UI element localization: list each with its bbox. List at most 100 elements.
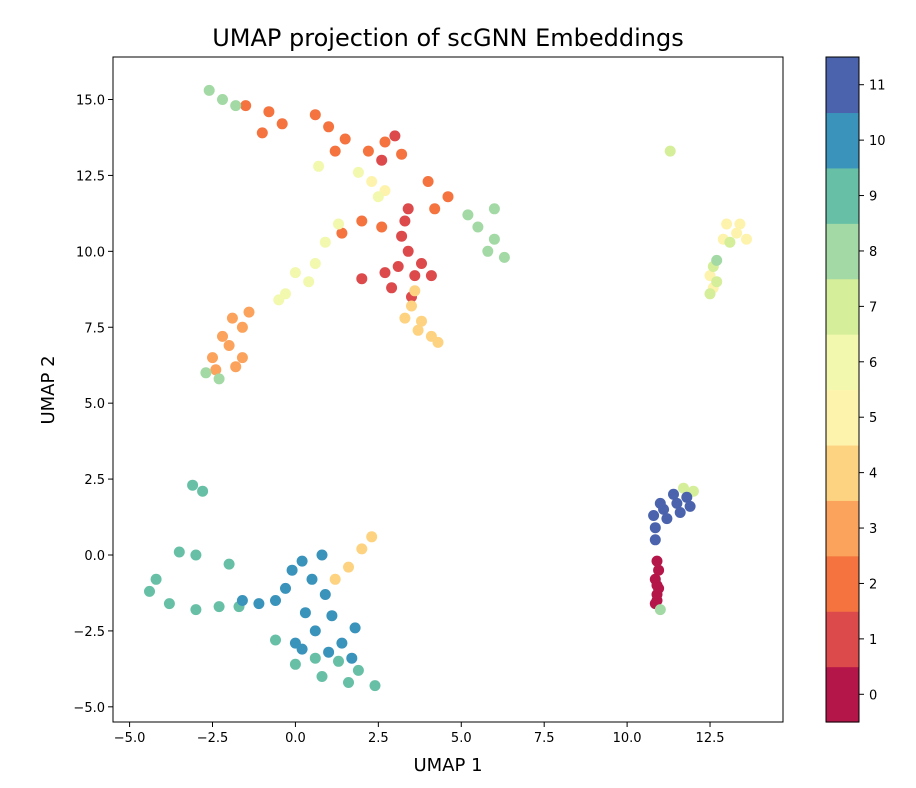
scatter-point-cluster-7: [678, 482, 689, 494]
y-tick-label: 0.0: [84, 549, 105, 564]
scatter-point-cluster-1: [376, 154, 388, 166]
scatter-point-cluster-9: [163, 598, 175, 610]
colorbar-tick-label: 7: [869, 300, 877, 315]
scatter-point-cluster-0: [651, 555, 663, 567]
scatter-point-cluster-3: [226, 312, 238, 324]
scatter-point-cluster-11: [681, 491, 693, 503]
scatter-point-cluster-5: [741, 233, 752, 245]
y-axis: −5.0 −2.5 0.0 2.5 5.0 7.5 10.0 12.5 15.0: [73, 94, 113, 716]
colorbar-segment-2: [826, 555, 859, 612]
scatter-point-cluster-2: [276, 118, 288, 130]
scatter-point-cluster-8: [711, 254, 723, 266]
x-axis: −5.0 −2.5 0.0 2.5 5.0 7.5 10.0 12.5: [114, 722, 725, 746]
colorbar-frame: [825, 56, 860, 723]
scatter-point-cluster-9: [289, 658, 301, 670]
scatter-point-cluster-4: [432, 336, 444, 348]
scatter-point-cluster-1: [396, 230, 408, 242]
colorbar-tick-label: 6: [869, 356, 877, 371]
scatter-point-cluster-2: [336, 227, 348, 239]
x-tick-label: 7.5: [534, 731, 555, 746]
y-axis-label: UMAP 2: [38, 355, 59, 424]
scatter-point-cluster-6: [313, 160, 325, 172]
scatter-point-cluster-2: [339, 133, 351, 145]
scatter-point-cluster-10: [323, 646, 335, 658]
scatter-point-cluster-2: [442, 191, 454, 203]
scatter-point-cluster-10: [299, 607, 311, 619]
scatter-point-cluster-9: [343, 677, 354, 688]
scatter-point-cluster-10: [316, 549, 328, 561]
scatter-point-cluster-8: [217, 94, 228, 105]
colorbar-tick-label: 5: [869, 411, 877, 426]
scatter-point-cluster-9: [270, 634, 281, 646]
scatter-point-cluster-1: [399, 215, 411, 227]
scatter-point-cluster-2: [379, 136, 391, 148]
scatter-point-cluster-6: [352, 166, 364, 178]
scatter-point-cluster-6: [273, 294, 285, 306]
colorbar: 0 1 2 3 4 5 6 7 8 9 10 11: [825, 56, 886, 723]
scatter-point-cluster-11: [684, 500, 696, 512]
scatter-point-cluster-9: [213, 601, 225, 613]
plot-frame-border: [112, 56, 784, 723]
scatter-point-cluster-8: [472, 221, 484, 233]
x-tick-label: 5.0: [451, 731, 472, 746]
scatter-point-cluster-4: [399, 312, 411, 324]
scatter-point-cluster-4: [343, 561, 354, 573]
scatter-point-cluster-9: [144, 585, 155, 597]
scatter-point-cluster-6: [309, 258, 321, 269]
scatter-point-cluster-6: [372, 191, 384, 203]
scatter-point-cluster-2: [396, 148, 408, 160]
scatter-point-cluster-8: [213, 373, 225, 385]
y-tick-label: −5.0: [73, 701, 105, 716]
scatter-point-cluster-9: [316, 671, 328, 682]
scatter-point-cluster-4: [409, 285, 421, 297]
y-tick-label: 5.0: [84, 397, 105, 412]
scatter-point-cluster-8: [498, 251, 510, 263]
scatter-point-cluster-4: [416, 315, 427, 327]
scatter-point-cluster-10: [296, 643, 308, 655]
scatter-point-cluster-9: [190, 549, 202, 561]
scatter-point-cluster-3: [223, 340, 235, 351]
scatter-point-cluster-1: [356, 273, 368, 285]
scatter-point-cluster-1: [425, 270, 437, 282]
scatter-point-cluster-8: [203, 84, 215, 96]
scatter-point-cluster-1: [402, 245, 414, 257]
colorbar-segment-4: [826, 444, 859, 501]
x-tick-label: 10.0: [613, 731, 642, 746]
plot-area: [112, 56, 784, 723]
scatter-point-cluster-3: [207, 352, 218, 364]
y-tick-label: 10.0: [76, 245, 105, 260]
colorbar-segment-8: [826, 223, 859, 280]
scatter-point-cluster-10: [286, 564, 298, 576]
scatter-point-cluster-4: [406, 300, 417, 312]
y-tick-label: 2.5: [84, 473, 105, 488]
scatter-point-cluster-1: [389, 130, 401, 142]
scatter-point-cluster-1: [386, 282, 398, 294]
scatter-point-cluster-10: [346, 652, 358, 664]
scatter-point-cluster-10: [236, 595, 248, 606]
scatter-point-cluster-8: [230, 100, 242, 112]
scatter-point-cluster-11: [649, 522, 661, 534]
colorbar-segment-6: [826, 334, 859, 391]
scatter-point-cluster-2: [323, 121, 335, 133]
colorbar-segment-9: [826, 167, 859, 224]
scatter-point-cluster-9: [173, 546, 185, 558]
scatter-point-cluster-4: [356, 543, 368, 555]
scatter-point-cluster-10: [280, 582, 291, 594]
scatter-point-cluster-2: [329, 145, 341, 157]
scatter-point-cluster-4: [366, 531, 378, 543]
scatter-point-cluster-11: [671, 497, 683, 509]
colorbar-segment-3: [826, 500, 859, 557]
scatter-point-cluster-5: [731, 227, 743, 239]
colorbar-tick-label: 3: [869, 522, 877, 537]
scatter-point-cluster-1: [416, 258, 427, 269]
scatter-point-cluster-4: [329, 573, 341, 585]
scatter-point-cluster-3: [230, 361, 242, 373]
scatter-point-cluster-11: [654, 497, 666, 509]
scatter-point-cluster-10: [336, 637, 348, 649]
scatter-point-cluster-0: [653, 564, 665, 576]
scatter-point-cluster-3: [210, 364, 222, 376]
colorbar-segment-5: [826, 389, 859, 446]
x-tick-label: 0.0: [285, 731, 306, 746]
scatter-point-cluster-0: [651, 595, 663, 606]
scatter-point-cluster-2: [362, 145, 374, 157]
